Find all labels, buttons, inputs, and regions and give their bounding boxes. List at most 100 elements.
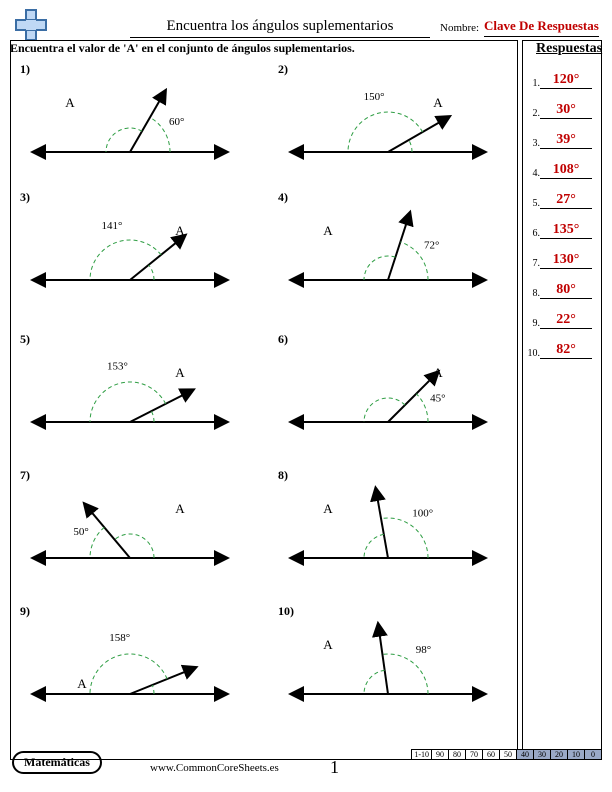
answer-row: 10.82°: [526, 340, 598, 359]
known-angle-label: 72°: [424, 239, 439, 251]
known-angle-label: 153°: [107, 360, 128, 372]
name-label: Nombre:: [440, 22, 479, 34]
answers-heading: Respuestas: [536, 41, 602, 57]
page-number: 1: [330, 757, 339, 778]
unknown-angle-label: A: [433, 95, 443, 110]
score-cell: 10: [567, 749, 585, 760]
answer-value: 30°: [540, 102, 592, 119]
problem: 2) 150° A: [278, 62, 498, 177]
score-cell: 50: [499, 749, 517, 760]
known-angle-label: 100°: [412, 508, 433, 520]
problem-number: 1): [20, 62, 30, 77]
known-angle-label: 50°: [73, 526, 88, 538]
answer-row: 7.130°: [526, 250, 598, 269]
problem: 5) 153° A: [20, 332, 240, 447]
answer-row: 1.120°: [526, 70, 598, 89]
known-angle-label: 150°: [364, 91, 385, 103]
score-cell: 30: [533, 749, 551, 760]
angle-diagram: 141° A: [20, 190, 240, 300]
known-angle-label: 98°: [416, 644, 431, 656]
answer-row: 5.27°: [526, 190, 598, 209]
answer-number: 4.: [526, 168, 540, 179]
known-angle-label: 60°: [169, 116, 184, 128]
answer-row: 8.80°: [526, 280, 598, 299]
problem-number: 9): [20, 604, 30, 619]
answer-row: 9.22°: [526, 310, 598, 329]
score-cell: 40: [516, 749, 534, 760]
angle-diagram: 50° A: [20, 468, 240, 578]
answer-row: 3.39°: [526, 130, 598, 149]
angle-diagram: 100° A: [278, 468, 498, 578]
score-cell: 0: [584, 749, 602, 760]
answer-number: 10.: [526, 348, 540, 359]
answer-number: 6.: [526, 228, 540, 239]
footer-url: www.CommonCoreSheets.es: [150, 762, 279, 774]
answer-key-label: Clave De Respuestas: [484, 18, 599, 37]
unknown-angle-label: A: [77, 676, 87, 691]
angle-diagram: 153° A: [20, 332, 240, 442]
problem-number: 6): [278, 332, 288, 347]
problem-number: 10): [278, 604, 294, 619]
answer-value: 82°: [540, 342, 592, 359]
answer-number: 8.: [526, 288, 540, 299]
answer-value: 135°: [540, 222, 592, 239]
footer-subject: Matemáticas: [12, 751, 102, 774]
problem-number: 7): [20, 468, 30, 483]
score-label: 1-10: [411, 749, 432, 760]
unknown-angle-label: A: [433, 365, 443, 380]
angle-diagram: 60° A: [20, 62, 240, 172]
answer-number: 2.: [526, 108, 540, 119]
unknown-angle-label: A: [175, 365, 185, 380]
answer-number: 5.: [526, 198, 540, 209]
answer-number: 3.: [526, 138, 540, 149]
angle-diagram: 98° A: [278, 604, 498, 714]
angle-diagram: 45° A: [278, 332, 498, 442]
answer-row: 2.30°: [526, 100, 598, 119]
problem: 3) 141° A: [20, 190, 240, 305]
answer-value: 22°: [540, 312, 592, 329]
angle-diagram: 150° A: [278, 62, 498, 172]
problem-number: 3): [20, 190, 30, 205]
instruction-text: Encuentra el valor de 'A' en el conjunto…: [10, 41, 355, 56]
angle-diagram: 72° A: [278, 190, 498, 300]
problem-number: 5): [20, 332, 30, 347]
answer-number: 9.: [526, 318, 540, 329]
answer-number: 1.: [526, 78, 540, 89]
score-cell: 70: [465, 749, 483, 760]
problem: 10) 98° A: [278, 604, 498, 719]
problem: 1) 60° A: [20, 62, 240, 177]
answer-value: 39°: [540, 132, 592, 149]
problem: 8) 100° A: [278, 468, 498, 583]
score-cell: 90: [431, 749, 449, 760]
unknown-angle-label: A: [65, 95, 75, 110]
problem-number: 4): [278, 190, 288, 205]
problem: 6) 45° A: [278, 332, 498, 447]
problem: 4) 72° A: [278, 190, 498, 305]
answer-value: 120°: [540, 72, 592, 89]
problem-number: 8): [278, 468, 288, 483]
known-angle-label: 158°: [109, 632, 130, 644]
answer-value: 27°: [540, 192, 592, 209]
known-angle-label: 141°: [102, 220, 123, 232]
problem: 7) 50° A: [20, 468, 240, 583]
score-cell: 60: [482, 749, 500, 760]
problem: 9) 158° A: [20, 604, 240, 719]
unknown-angle-label: A: [323, 223, 333, 238]
unknown-angle-label: A: [323, 637, 333, 652]
unknown-angle-label: A: [175, 501, 185, 516]
answer-value: 108°: [540, 162, 592, 179]
answer-value: 80°: [540, 282, 592, 299]
known-angle-label: 45°: [430, 392, 445, 404]
score-cell: 20: [550, 749, 568, 760]
page-title: Encuentra los ángulos suplementarios: [130, 18, 430, 38]
score-strip: 1-109080706050403020100: [411, 749, 602, 760]
answer-row: 4.108°: [526, 160, 598, 179]
problem-number: 2): [278, 62, 288, 77]
answer-value: 130°: [540, 252, 592, 269]
answer-row: 6.135°: [526, 220, 598, 239]
answer-number: 7.: [526, 258, 540, 269]
score-cell: 80: [448, 749, 466, 760]
unknown-angle-label: A: [175, 223, 185, 238]
unknown-angle-label: A: [323, 501, 333, 516]
angle-diagram: 158° A: [20, 604, 240, 714]
